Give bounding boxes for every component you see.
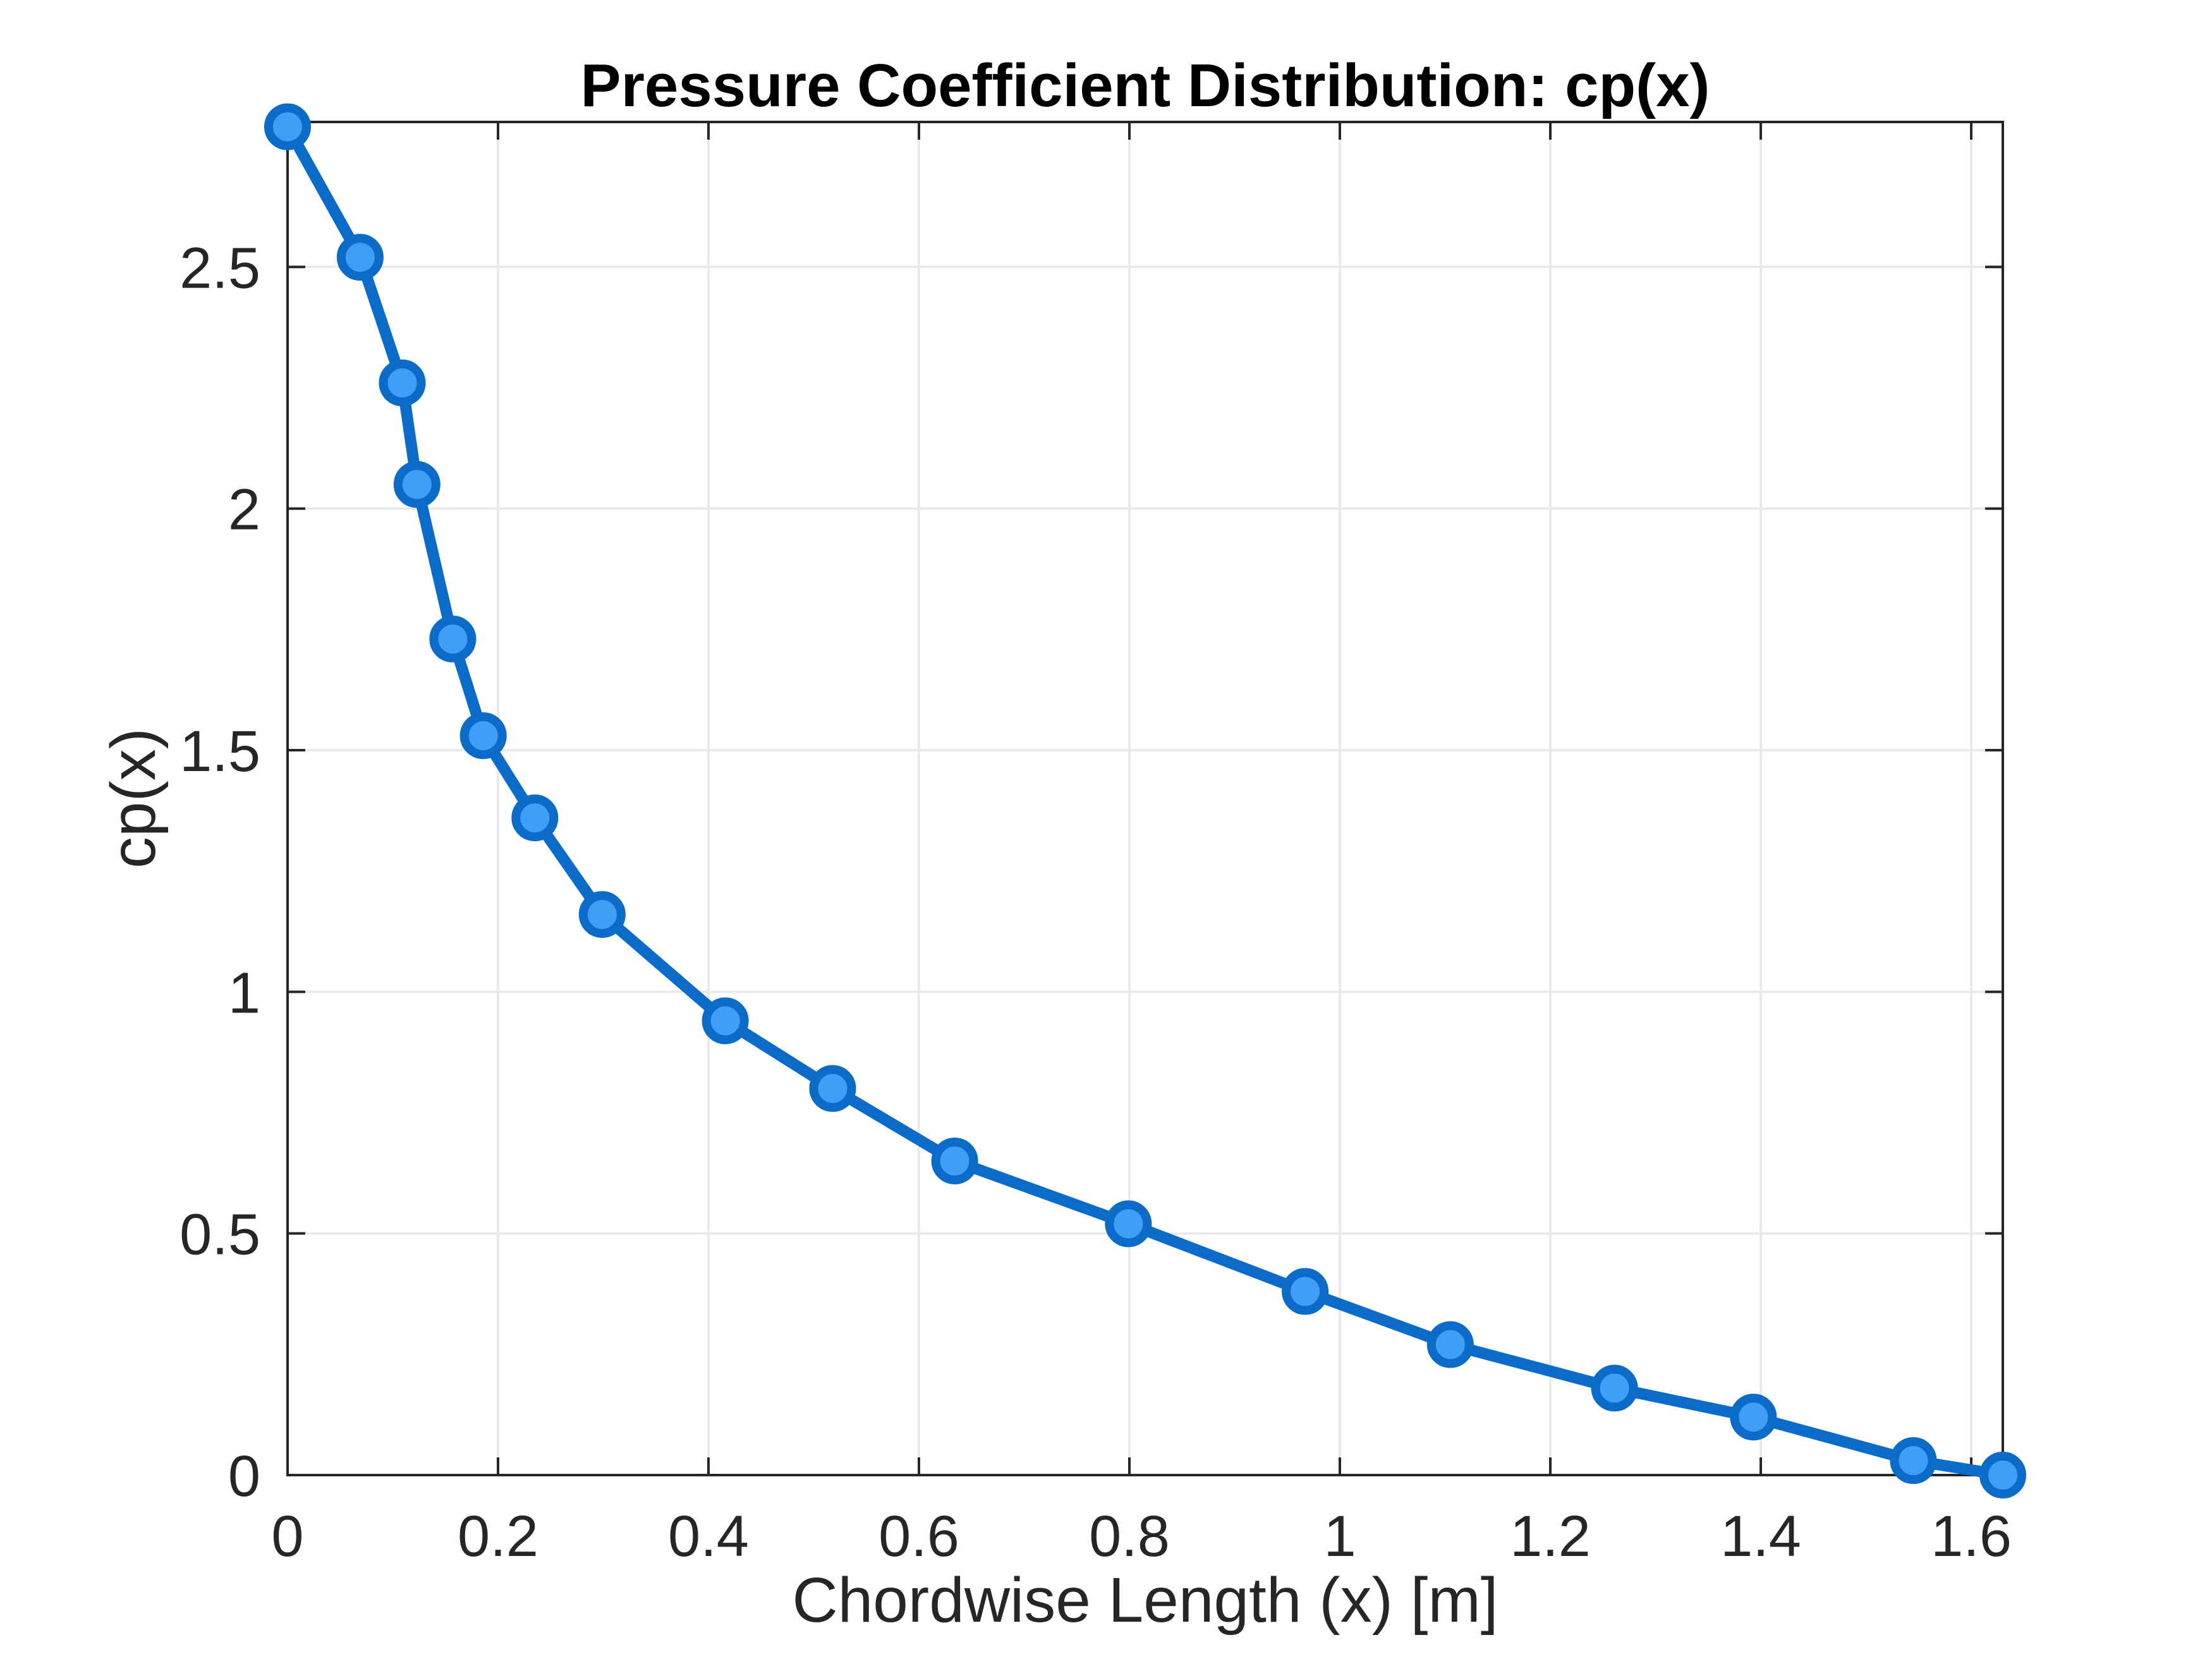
data-point-marker (393, 461, 441, 508)
data-point-marker (809, 1065, 856, 1112)
data-point-marker (1730, 1394, 1777, 1441)
data-point-marker (511, 794, 559, 842)
data-series-layer (264, 103, 2026, 1498)
x-tick-label: 0.2 (458, 1504, 538, 1569)
data-point-marker (1979, 1452, 2026, 1498)
data-point-marker (578, 891, 626, 939)
data-point-marker (1890, 1437, 1937, 1485)
y-tick-label: 0.5 (179, 1203, 260, 1267)
x-tick-label: 1.4 (1720, 1504, 1801, 1569)
data-point-marker (702, 997, 749, 1045)
grid-layer (288, 122, 2003, 1475)
data-point-marker (1426, 1321, 1474, 1368)
data-point-marker (931, 1137, 978, 1184)
data-point-marker (264, 103, 311, 150)
x-tick-label: 0.6 (878, 1504, 959, 1569)
data-point-marker (429, 616, 477, 663)
data-point-marker (459, 712, 507, 760)
y-tick-label: 0 (228, 1444, 260, 1509)
axes-box (286, 121, 2004, 1476)
data-point-marker (1105, 1200, 1152, 1248)
data-point-marker (1591, 1364, 1638, 1412)
x-axis-label: Chordwise Length (x) [m] (792, 1565, 1498, 1636)
y-tick-label: 2 (228, 478, 260, 542)
x-tick-label: 1.6 (1931, 1504, 2012, 1569)
data-point-marker (1282, 1268, 1329, 1315)
chart-title: Pressure Coefficient Distribution: cp(x) (581, 52, 1710, 119)
y-axis-label: cp(x) (98, 728, 169, 868)
y-tick-label: 1.5 (179, 719, 260, 784)
data-point-marker (379, 359, 426, 406)
data-point-marker (336, 234, 384, 281)
x-tick-label: 0.8 (1089, 1504, 1170, 1569)
x-tick-label: 0.4 (668, 1504, 749, 1569)
x-tick-label: 1.2 (1510, 1504, 1591, 1569)
axes-layer: 0 0.2 0.4 0.6 0.8 1 1.2 1.4 1.6 0 0.5 1 1.5 2 2.5 (179, 121, 2012, 1569)
y-tick-label: 1 (228, 961, 260, 1025)
y-tick-label: 2.5 (179, 236, 260, 300)
x-tick-label: 0 (271, 1504, 303, 1569)
x-tick-label: 1 (1323, 1504, 1356, 1569)
